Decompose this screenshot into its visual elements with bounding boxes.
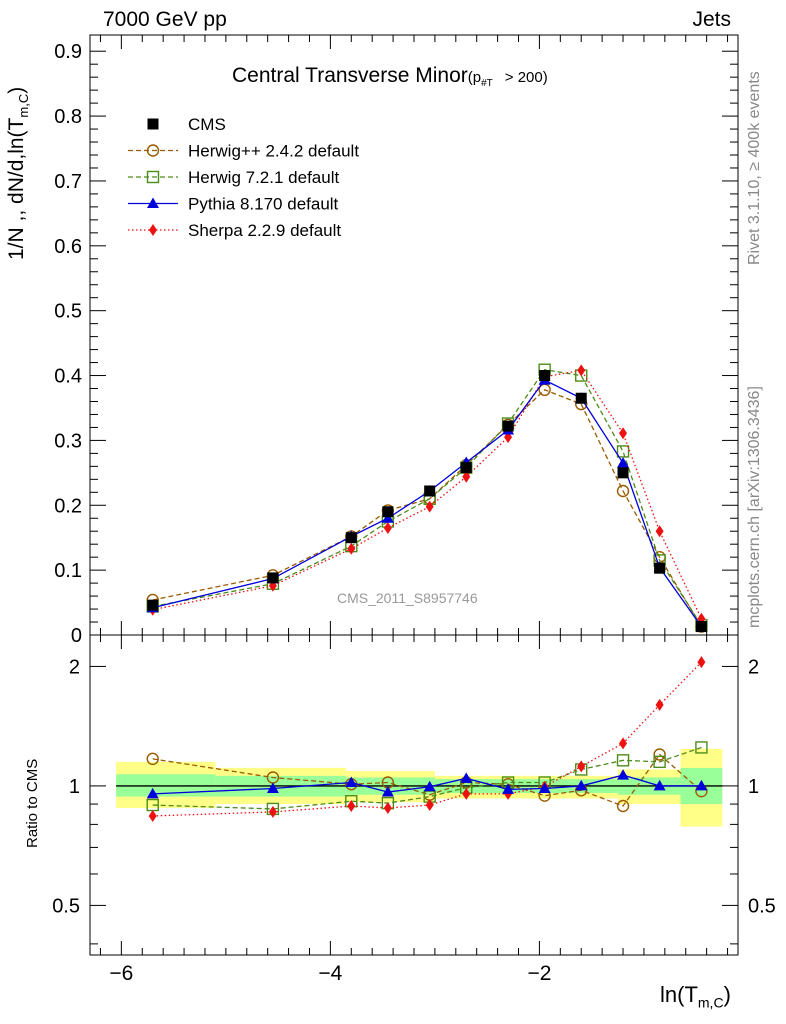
point-sherpa xyxy=(383,521,392,534)
ratio-tick-label-right: 1 xyxy=(748,776,759,798)
y-tick-label: 0.5 xyxy=(54,301,82,323)
ratio-point-pythia xyxy=(460,772,473,783)
legend-label-herwigpp: Herwig++ 2.4.2 default xyxy=(188,142,359,161)
point-sherpa xyxy=(655,525,664,538)
ratio-point-sherpa xyxy=(697,656,706,669)
y-tick-label: 0.4 xyxy=(54,366,82,388)
series-line-pythia xyxy=(152,379,702,627)
point-sherpa xyxy=(619,427,628,440)
rivet-note: Rivet 3.1.10, ≥ 400k events xyxy=(746,71,763,265)
legend-marker-cms xyxy=(147,118,159,130)
point-sherpa xyxy=(462,470,471,483)
point-cms xyxy=(382,506,394,518)
x-axis-label: ln(Tm,C) xyxy=(660,982,731,1011)
mcplots-note: mcplots.cern.ch [arXiv:1306.3436] xyxy=(746,386,763,628)
legend-marker-pythia xyxy=(147,197,159,208)
ratio-point-sherpa xyxy=(425,799,434,812)
x-tick-label: −4 xyxy=(318,962,342,985)
ratio-point-pythia xyxy=(381,786,394,797)
ratio-point-pythia xyxy=(146,787,159,799)
legend-label-cms: CMS xyxy=(188,115,226,134)
ratio-point-pythia xyxy=(345,776,358,788)
ratio-point-sherpa xyxy=(462,787,471,800)
header-left: 7000 GeV pp xyxy=(103,8,227,31)
point-pythia xyxy=(381,512,394,523)
ratio-point-pythia xyxy=(266,782,279,794)
point-cms xyxy=(575,392,587,404)
point-cms xyxy=(460,462,472,474)
point-cms xyxy=(502,420,514,432)
main-series xyxy=(146,363,708,633)
legend-label-pythia: Pythia 8.170 default xyxy=(188,195,339,214)
point-sherpa xyxy=(425,500,434,513)
x-tick-label: −6 xyxy=(109,962,133,985)
y-tick-label: 0.7 xyxy=(54,171,82,193)
ratio-series xyxy=(146,656,708,822)
point-pythia xyxy=(617,457,630,468)
chart-title: Central Transverse Minor(p#T > 200) xyxy=(232,64,548,89)
point-herwigpp xyxy=(616,484,630,498)
ratio-point-pythia xyxy=(695,779,708,791)
ratio-point-pythia xyxy=(502,783,515,794)
ratio-y-axis-label: Ratio to CMS xyxy=(24,758,41,848)
ratio-point-herwigpp xyxy=(616,799,630,813)
point-cms xyxy=(695,621,707,633)
ratio-line-pythia xyxy=(152,774,702,795)
point-sherpa xyxy=(577,364,586,377)
ratio-point-pythia xyxy=(423,780,436,792)
ratio-tick-label-left: 0.5 xyxy=(52,895,80,917)
point-cms xyxy=(617,467,629,479)
ratio-point-pythia xyxy=(575,779,588,791)
point-cms xyxy=(654,562,666,574)
y-tick-label: 0.6 xyxy=(54,236,82,258)
chart-title-main: Central Transverse Minor xyxy=(232,64,468,87)
point-sherpa xyxy=(347,542,356,555)
legend-marker-sherpa xyxy=(149,224,157,236)
ratio-tick-label-left: 1 xyxy=(69,776,80,798)
chart-title-sub: (p#T > 200) xyxy=(467,69,548,89)
ratio-point-sherpa xyxy=(655,698,664,711)
ratio-tick-label-right: 0.5 xyxy=(748,895,776,917)
legend-marker-herwig7 xyxy=(146,170,160,184)
series-line-herwig7 xyxy=(152,368,702,626)
ratio-point-herwigpp xyxy=(653,748,666,761)
y-tick-label: 0.8 xyxy=(54,106,82,128)
ratio-tick-label-left: 2 xyxy=(69,656,80,678)
ratio-point-sherpa xyxy=(383,801,392,814)
ratio-point-sherpa xyxy=(619,737,628,750)
ratio-point-herwig7 xyxy=(653,755,666,769)
y-tick-label: 0.9 xyxy=(54,41,82,63)
ratio-line-sherpa xyxy=(152,661,702,817)
point-cms xyxy=(267,572,279,584)
ratio-point-pythia xyxy=(617,769,630,780)
y-tick-label: 0.1 xyxy=(54,560,82,582)
y-tick-label: 0.3 xyxy=(54,430,82,452)
ratio-point-herwig7 xyxy=(695,741,708,754)
header-right: Jets xyxy=(692,8,731,31)
legend: CMS Herwig++ 2.4.2 default Herwig 7.2.1 de… xyxy=(128,115,359,240)
ratio-point-pythia xyxy=(538,782,551,794)
ratio-point-pythia xyxy=(653,779,666,791)
ratio-point-herwig7 xyxy=(616,754,630,767)
point-cms xyxy=(345,532,357,544)
ratio-point-sherpa xyxy=(268,805,277,818)
point-herwig7 xyxy=(616,445,630,458)
ratio-tick-label-right: 2 xyxy=(748,656,759,678)
watermark: CMS_2011_S8957746 xyxy=(337,590,478,606)
ratio-point-sherpa xyxy=(148,809,157,822)
ratio-point-herwigpp xyxy=(146,752,159,766)
ratio-point-sherpa xyxy=(577,760,586,773)
point-cms xyxy=(424,485,436,497)
y-tick-label: 0 xyxy=(71,625,82,647)
point-cms xyxy=(147,599,159,611)
y-tick-label: 0.2 xyxy=(54,495,82,517)
ratio-point-sherpa xyxy=(347,800,356,813)
y-axis-label: 1/N ,, dN/d,ln(Tm,C) xyxy=(5,86,32,260)
legend-marker-herwigpp xyxy=(146,144,160,157)
point-cms xyxy=(539,370,551,382)
legend-label-herwig7: Herwig 7.2.1 default xyxy=(188,168,339,187)
x-tick-label: −2 xyxy=(527,962,551,985)
legend-label-sherpa: Sherpa 2.2.9 default xyxy=(188,221,341,240)
